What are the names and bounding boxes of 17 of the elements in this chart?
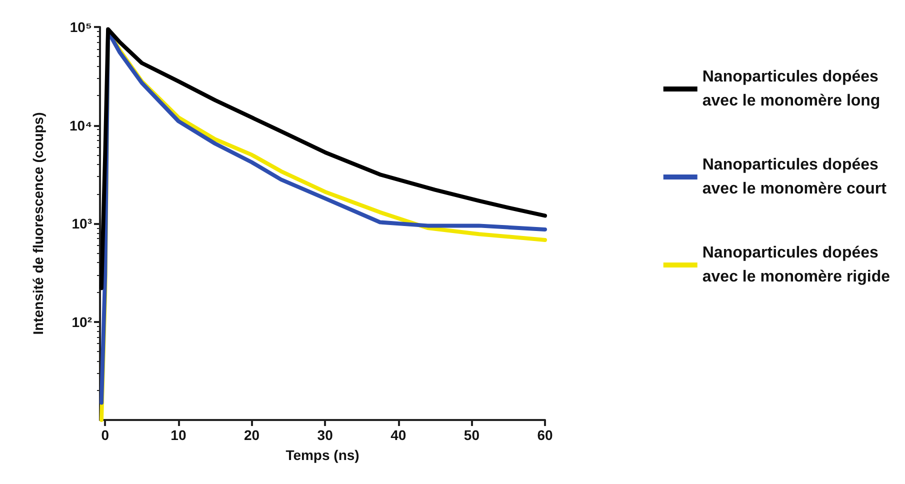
y-tick-label: 10⁵ <box>70 19 92 35</box>
x-tick-label: 50 <box>464 427 480 443</box>
y-tick-label: 10⁴ <box>70 117 92 134</box>
x-tick-label: 10 <box>170 427 186 443</box>
legend-label: Nanoparticules dopées avec le monomère rigide <box>702 244 890 286</box>
x-axis-title: Temps (ns) <box>286 447 360 463</box>
y-axis-title: Intensité de fluorescence (coups) <box>30 112 46 335</box>
x-tick-label: 30 <box>317 427 334 443</box>
x-tick-label: 20 <box>244 427 260 443</box>
y-tick-label: 10³ <box>72 216 92 232</box>
x-tick-label: 40 <box>390 427 406 443</box>
line-series <box>99 27 547 290</box>
x-tick-label: 60 <box>537 427 553 443</box>
legend-label: Nanoparticules dopées avec le monomère court <box>702 156 888 198</box>
legend-label: Nanoparticules dopées avec le monomère long <box>702 68 880 110</box>
y-tick-label: 10² <box>72 314 92 330</box>
x-tick-label: 0 <box>101 427 110 443</box>
